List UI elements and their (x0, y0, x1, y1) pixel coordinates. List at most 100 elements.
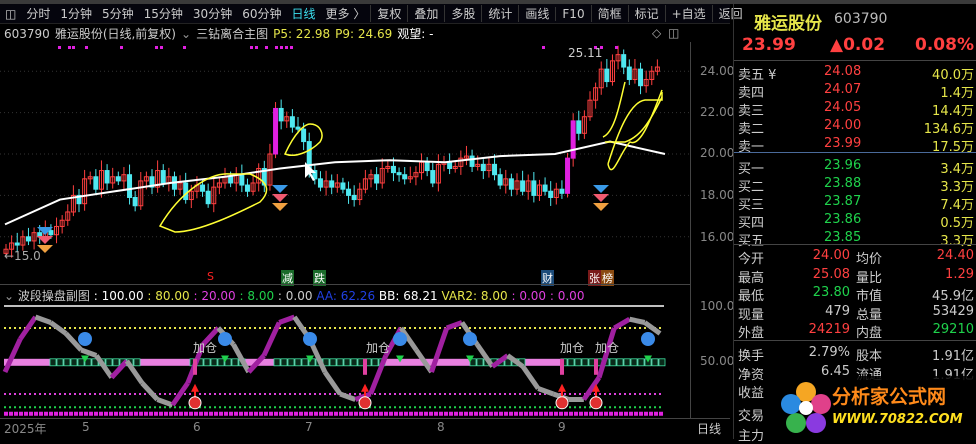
tab-daily[interactable]: 日线 (291, 7, 316, 21)
sub-val-80: : 80.00 (147, 289, 190, 303)
watermark-url: WWW.70822.COM (832, 412, 963, 427)
candle (183, 182, 189, 201)
var2-extra: : 0.00 (511, 289, 547, 303)
level-label: 买三 (738, 198, 765, 213)
candle (121, 174, 127, 182)
var2-value: VAR2: 8.00 (441, 289, 508, 303)
chart-title-bar: 603790 雅运股份(日线,前复权) ⌄ 三钻离合主图 P5: 22.98 P… (0, 25, 690, 42)
indicator-name[interactable]: 三钻离合主图 (196, 27, 269, 41)
stock-name: 雅运股份(日线,前复权) (54, 27, 176, 41)
candle (559, 188, 565, 194)
aa-value: AA: 62.26 (316, 289, 376, 303)
midline-cell (609, 358, 617, 367)
p9-value: P9: 24.69 (335, 26, 393, 41)
midline-cell (273, 358, 281, 367)
oscillator-segment (322, 370, 343, 396)
simple-frame-button[interactable]: 简框 (590, 5, 628, 22)
candle (424, 161, 430, 172)
buy-arrow-icon (361, 383, 369, 398)
midline-cell (294, 358, 302, 367)
level-price: 24.08 (824, 64, 862, 79)
candle (362, 178, 368, 190)
period-label[interactable]: 日线 (697, 422, 722, 436)
candle (503, 178, 509, 186)
buy-arrow-icon (558, 383, 566, 398)
candle (621, 54, 627, 68)
back-button[interactable]: 返回 (711, 5, 749, 22)
sell-ball-icon (303, 332, 317, 346)
signal-dot (285, 46, 288, 49)
candle (379, 167, 385, 184)
sub-indicator-name[interactable]: 波段操盘副图 (17, 289, 90, 303)
oscillator-segment (368, 354, 389, 395)
tab-15min[interactable]: 15分钟 (143, 7, 183, 21)
panel-toggle-icon[interactable]: ◫ (5, 6, 17, 21)
candle (581, 116, 587, 134)
main-force-label: 主力 (738, 429, 765, 444)
stat-label: 均价 (856, 252, 883, 267)
f10-button[interactable]: F10 (555, 6, 590, 21)
stat-value: 23.80 (812, 285, 850, 300)
diamond-signal-icon (272, 185, 288, 194)
stats-row: 换手 2.79% 股本 1.91亿 (738, 345, 974, 364)
indicator-dropdown-icon[interactable]: ⌄ (181, 26, 192, 41)
candle (435, 163, 441, 184)
tab-5min[interactable]: 5分钟 (102, 7, 134, 21)
oscillator-segment (231, 343, 251, 374)
tab-fenshi[interactable]: 分时 (26, 7, 51, 21)
candle (570, 120, 576, 159)
add-watchlist-button[interactable]: +自选 (664, 5, 712, 22)
sub-indicator-header: ⌄ 波段操盘副图 : 100.00 : 80.00 : 20.00 : 8.00… (4, 287, 584, 304)
adjust-button[interactable]: 复权 (370, 5, 407, 22)
tab-30min[interactable]: 30分钟 (192, 7, 233, 21)
tab-60min[interactable]: 60分钟 (242, 7, 282, 21)
stat-label: 换手 (738, 349, 765, 364)
level-label: 卖五 ¥ (738, 68, 777, 83)
signal-dot (600, 46, 603, 49)
sell-ball-icon (463, 332, 477, 346)
candle (480, 163, 486, 172)
sell-ball-icon (218, 332, 232, 346)
candle (638, 68, 644, 87)
stat-label: 净资 (738, 367, 765, 383)
oscillator-chart[interactable]: 加仓 加仓 加仓 加仓 (0, 300, 690, 418)
stats-row: 今开 24.00 均价 24.40 (738, 248, 974, 267)
level-label: 买二 (738, 180, 765, 195)
candle (492, 163, 498, 176)
tab-1min[interactable]: 1分钟 (60, 7, 92, 21)
add-position-label: 加仓 (366, 341, 390, 355)
window-top-strip (0, 0, 976, 4)
diamond-signal-icon (37, 245, 53, 254)
sub-dropdown-icon[interactable]: ⌄ (4, 289, 15, 303)
date-label: 8 (437, 420, 445, 434)
band-line (283, 123, 323, 156)
candle (261, 167, 267, 186)
oscillator-segment (643, 320, 662, 336)
oscillator-segment (629, 316, 646, 325)
overlay-button[interactable]: 叠加 (407, 5, 444, 22)
stats-row: 外盘 24219 内盘 29210 (738, 322, 974, 341)
watch-status: 观望: - (397, 27, 434, 41)
diamond-icon[interactable]: ◇ (652, 26, 662, 40)
midline-cell (574, 358, 582, 367)
oscillator-segment (34, 314, 52, 325)
level-label: 买四 (738, 216, 765, 231)
mark-button[interactable]: 标记 (627, 5, 665, 22)
candle (25, 236, 31, 242)
mouse-cursor-icon (305, 162, 316, 181)
panel-icon[interactable]: ◫ (668, 26, 680, 40)
stats-button[interactable]: 统计 (481, 5, 518, 22)
midline-cell (70, 358, 78, 367)
price-chart[interactable] (0, 42, 730, 284)
candle (346, 188, 352, 196)
date-axis-line (0, 418, 730, 419)
candle (340, 182, 346, 190)
midline-cell (623, 358, 631, 367)
level-volume: 3.3万 (940, 180, 974, 195)
multi-stock-button[interactable]: 多股 (444, 5, 481, 22)
candle (390, 165, 396, 174)
draw-button[interactable]: 画线 (518, 5, 555, 22)
candle (14, 242, 20, 246)
midline-cell (581, 358, 589, 367)
tab-more[interactable]: 更多 〉 (325, 7, 366, 21)
